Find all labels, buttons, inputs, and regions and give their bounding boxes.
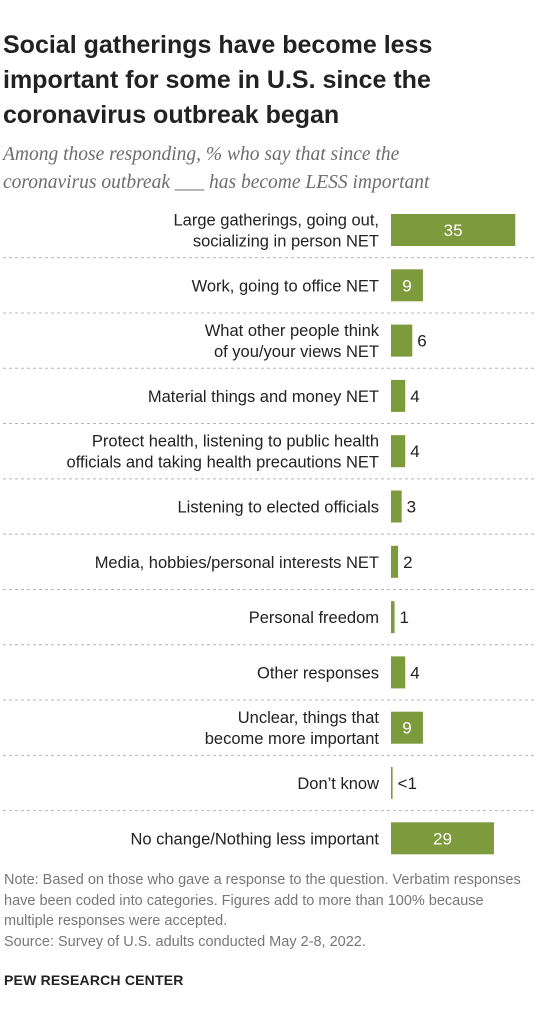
value-label-9: 9 xyxy=(402,719,411,738)
category-label-2-0: What other people think xyxy=(205,322,380,340)
category-label-7-0: Personal freedom xyxy=(249,609,379,627)
subtitle-line-2: coronavirus outbreak ___ has become LESS… xyxy=(3,172,430,193)
category-label-10-0: Don’t know xyxy=(297,775,379,793)
category-label-6-0: Media, hobbies/personal interests NET xyxy=(95,554,379,572)
category-label-0-0: Large gatherings, going out, xyxy=(174,212,380,230)
bar-2 xyxy=(391,324,413,357)
brand-logo-text: PEW RESEARCH CENTER xyxy=(4,972,184,988)
value-label-8: 4 xyxy=(410,663,419,682)
category-label-9-0: Unclear, things that xyxy=(238,709,380,727)
chart-source: Source: Survey of U.S. adults conducted … xyxy=(4,934,366,950)
value-label-10: <1 xyxy=(398,774,417,793)
category-label-0-1: socializing in person NET xyxy=(193,233,379,251)
category-label-8-0: Other responses xyxy=(257,664,379,682)
value-label-7: 1 xyxy=(400,608,409,627)
value-label-6: 2 xyxy=(403,553,412,572)
bar-7 xyxy=(391,601,395,634)
value-label-1: 9 xyxy=(402,276,411,295)
bar-4 xyxy=(391,435,406,468)
bar-chart: Large gatherings, going out, socializing … xyxy=(3,212,535,855)
bar-3 xyxy=(391,379,406,412)
category-label-3-0: Material things and money NET xyxy=(148,388,379,406)
bar-8 xyxy=(391,656,406,689)
chart-note: Note: Based on those who gave a response… xyxy=(4,872,521,929)
bar-1 xyxy=(391,269,423,302)
value-label-5: 3 xyxy=(407,498,416,517)
value-label-2: 6 xyxy=(417,332,426,351)
value-label-3: 4 xyxy=(410,387,419,406)
category-label-11-0: No change/Nothing less important xyxy=(130,830,379,848)
subtitle-line-1: Among those responding, % who say that s… xyxy=(3,144,400,165)
bar-5 xyxy=(391,490,402,523)
category-label-4-1: officials and taking health precautions … xyxy=(67,454,379,472)
bar-0 xyxy=(391,214,516,246)
category-label-5-0: Listening to elected officials xyxy=(178,499,380,517)
value-label-4: 4 xyxy=(410,442,419,461)
chart-title: Social gatherings have become less impor… xyxy=(3,31,433,129)
category-label-1-0: Work, going to office NET xyxy=(192,277,379,295)
bar-10 xyxy=(391,767,393,799)
category-label-2-1: of you/your views NET xyxy=(214,343,379,361)
category-label-9-1: become more important xyxy=(205,730,380,748)
chart-subtitle: Among those responding, % who say that s… xyxy=(3,141,533,197)
bar-9 xyxy=(391,711,423,744)
value-label-11: 29 xyxy=(433,829,452,848)
category-label-4-0: Protect health, listening to public heal… xyxy=(92,433,379,451)
bar-11 xyxy=(391,822,494,855)
value-label-0: 35 xyxy=(444,221,463,240)
bar-6 xyxy=(391,545,399,578)
